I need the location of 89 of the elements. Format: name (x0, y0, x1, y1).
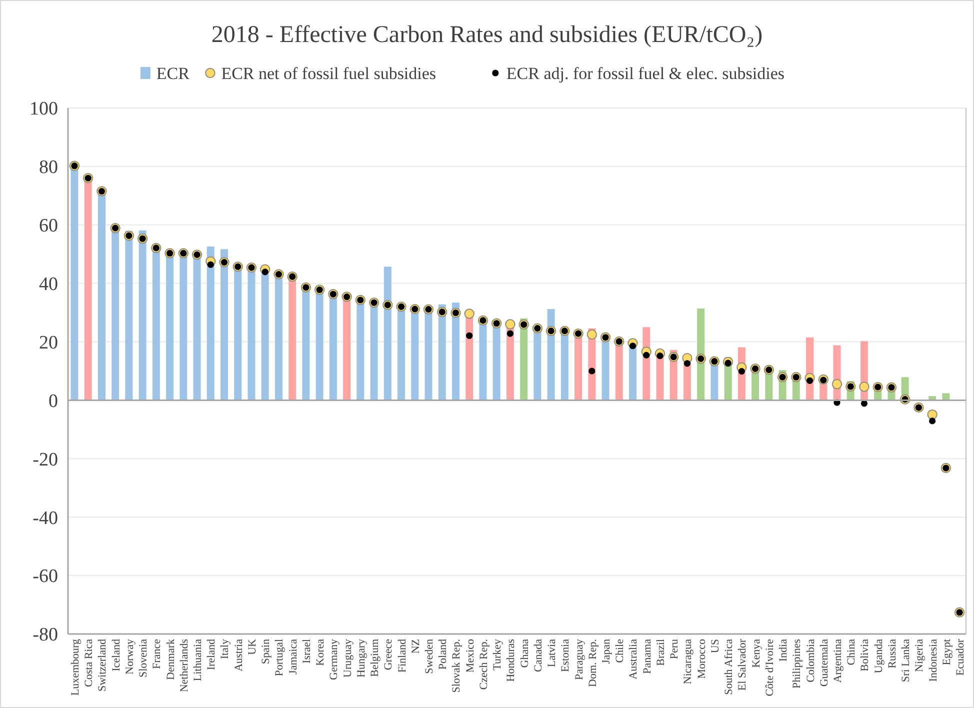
x-tick-label: Egypt (940, 639, 953, 666)
x-tick-label: South Africa (723, 638, 736, 695)
x-tick-label: Bolivia (859, 638, 872, 672)
bar (138, 230, 146, 400)
bar (125, 231, 133, 400)
x-tick-label: Luxembourg (69, 638, 82, 696)
y-tick-label: -20 (32, 449, 58, 470)
x-tick-label: Spain (260, 638, 272, 664)
x-tick-label: Mexico (464, 638, 476, 673)
x-tick-label: Brazil (654, 639, 667, 666)
x-tick-label: Panama (641, 638, 654, 674)
y-tick-label: 100 (30, 98, 58, 120)
x-tick-label: Australia (628, 638, 640, 680)
x-tick-label: Ecuador (954, 638, 967, 676)
x-tick-label: Uganda (872, 638, 885, 674)
x-tick-label: Côte d'Ivoire (764, 638, 776, 696)
x-tick-label: Peru (668, 638, 681, 660)
x-tick-label: Portugal (274, 639, 286, 676)
bar (206, 246, 214, 400)
x-tick-label: Chile (614, 638, 626, 663)
y-tick-label: -60 (32, 566, 58, 588)
legend-label: ECR net of fossil fuel subsidies (221, 64, 436, 83)
y-tick-label: 20 (39, 332, 58, 354)
x-tick-label: Finland (396, 638, 408, 673)
x-tick-label: Argentina (832, 638, 844, 683)
x-tick-label: Belgium (369, 638, 382, 677)
x-tick-label: China (846, 638, 858, 666)
x-tick-label: Nicaragua (682, 638, 694, 684)
y-tick-label: -40 (32, 508, 58, 529)
y-tick-label: 60 (39, 216, 58, 237)
x-tick-label: France (151, 638, 164, 669)
x-tick-label: Philippines (791, 639, 804, 689)
legend-label: ECR (156, 64, 190, 83)
x-tick-label: Hungary (355, 638, 368, 678)
x-tick-label: Turkey (492, 638, 504, 670)
x-tick-label: Poland (437, 638, 450, 670)
x-tick-label: Canada (532, 638, 544, 672)
x-tick-label: Greece (382, 638, 395, 670)
x-tick-label: Germany (328, 638, 340, 680)
x-tick-label: Latvia (546, 638, 558, 668)
bar (452, 302, 460, 400)
x-tick-label: India (778, 638, 790, 662)
bar (438, 304, 446, 400)
x-tick-label: Italy (219, 638, 232, 660)
chart-title: 2018 - Effective Carbon Rates and subsidies (EUR/tCO₂) (211, 22, 763, 48)
bar (220, 249, 228, 400)
x-tick-label: Switzerland (96, 638, 109, 692)
x-tick-label: Netherlands (178, 639, 190, 692)
x-tick-label: Nigeria (914, 638, 926, 672)
x-tick-label: Ghana (518, 638, 531, 668)
x-tick-label: Guatemala (818, 638, 830, 687)
bar (697, 308, 705, 400)
x-tick-label: Colombia (804, 638, 817, 682)
x-tick-label: Denmark (164, 638, 177, 680)
x-tick-label: Japan (600, 638, 613, 664)
x-tick-label: Dom. Rep. (586, 638, 599, 687)
x-tick-label: Austria (232, 638, 245, 672)
x-tick-label: Jamaica (287, 638, 300, 674)
bar (942, 393, 950, 400)
x-tick-label: Estonia (560, 638, 572, 672)
x-tick-label: Sweden (423, 638, 436, 674)
x-tick-label: Iceland (110, 638, 122, 672)
x-tick-label: Paraguay (573, 638, 586, 680)
x-tick-label: Costa Rica (83, 638, 96, 687)
x-tick-label: US (709, 639, 722, 654)
x-tick-label: Morocco (696, 638, 708, 679)
y-tick-label: 40 (39, 274, 58, 295)
x-tick-label: Honduras (505, 639, 518, 682)
x-tick-label: Kenya (750, 638, 762, 668)
x-tick-label: Russia (886, 638, 898, 668)
x-tick-label: Slovenia (138, 638, 150, 678)
x-tick-label: UK (246, 638, 258, 655)
x-tick-label: Uruguay (342, 638, 354, 678)
x-tick-label: Ireland (206, 638, 218, 670)
x-tick-label: Korea (314, 638, 327, 666)
x-tick-label: Sri Lanka (900, 638, 912, 682)
x-tick-label: NZ (410, 638, 422, 654)
x-tick-label: El Salvador (736, 638, 749, 691)
x-tick-label: Slovak Rep. (450, 638, 463, 693)
y-tick-label: 80 (39, 157, 58, 178)
y-tick-label: -80 (32, 624, 58, 646)
bar (384, 266, 392, 400)
legend-label: ECR adj. for fossil fuel & elec. subsidies (506, 64, 784, 83)
x-tick-label: Czech Rep. (478, 638, 490, 690)
x-tick-label: Israel (300, 639, 313, 664)
x-tick-label: Norway (124, 638, 136, 674)
y-tick-label: 0 (48, 390, 58, 412)
x-tick-label: Lithuania (192, 638, 204, 682)
x-tick-label: Indonesia (927, 638, 940, 682)
